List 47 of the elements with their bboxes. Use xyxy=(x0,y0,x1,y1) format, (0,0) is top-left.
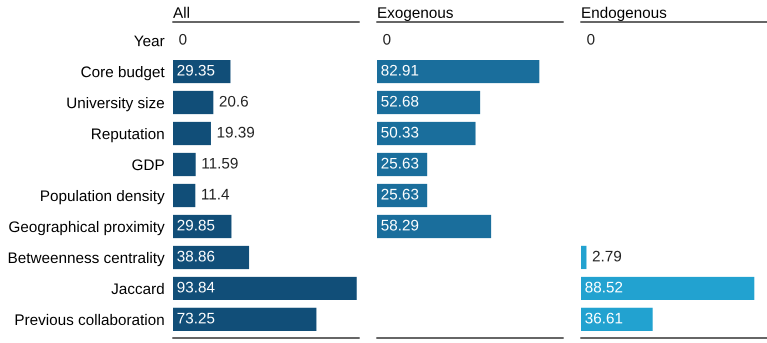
y-tick-label: Population density xyxy=(41,190,165,204)
bar xyxy=(377,60,540,84)
data-label: 82.91 xyxy=(381,64,418,76)
bar xyxy=(377,214,492,238)
y-tick-label: Geographical proximity xyxy=(9,220,165,236)
y-tick-label: Year xyxy=(134,36,164,46)
bar xyxy=(377,90,480,114)
bar xyxy=(173,184,196,208)
data-label: 0 xyxy=(179,34,186,45)
data-label: 2.79 xyxy=(592,250,622,262)
data-label: 58.29 xyxy=(381,220,418,231)
bar xyxy=(173,152,196,176)
bar xyxy=(173,60,230,84)
data-label: 29.85 xyxy=(177,220,214,231)
data-label: 25.63 xyxy=(381,188,418,200)
chart-title: Exogenous xyxy=(378,7,453,22)
y-tick-label: Core budget xyxy=(81,66,165,80)
bar xyxy=(173,122,211,146)
bar xyxy=(173,308,316,332)
y-tick-label: GDP xyxy=(132,159,164,170)
data-label: 52.68 xyxy=(381,96,418,107)
data-label: 25.63 xyxy=(381,158,418,169)
y-tick-label: University size xyxy=(67,97,164,112)
data-label: 36.61 xyxy=(585,312,622,324)
data-label: 88.52 xyxy=(585,282,622,293)
bar xyxy=(173,246,250,270)
data-label: 29.35 xyxy=(177,64,214,76)
data-label: 19.39 xyxy=(218,126,254,138)
data-label: 20.6 xyxy=(220,96,248,107)
data-label: 0 xyxy=(587,34,594,45)
bar xyxy=(173,276,357,300)
data-label: 50.33 xyxy=(381,126,418,138)
data-label: 73.25 xyxy=(178,312,214,324)
bar xyxy=(173,214,232,238)
chart-title: Endogenous xyxy=(582,6,666,22)
bar xyxy=(173,90,214,114)
bar xyxy=(377,122,476,146)
data-label: 11.59 xyxy=(202,158,238,169)
y-tick-label: Jaccard xyxy=(111,282,164,294)
data-label: 93.84 xyxy=(177,282,215,293)
chart-title: All xyxy=(173,6,189,18)
data-label: 0 xyxy=(383,34,390,45)
data-label: 11.4 xyxy=(202,188,230,200)
y-tick-label: Reputation xyxy=(92,128,164,142)
y-tick-label: Previous collaboration xyxy=(16,314,164,326)
y-tick-label: Betweenness centrality xyxy=(8,252,165,266)
data-label: 38.86 xyxy=(177,250,214,262)
